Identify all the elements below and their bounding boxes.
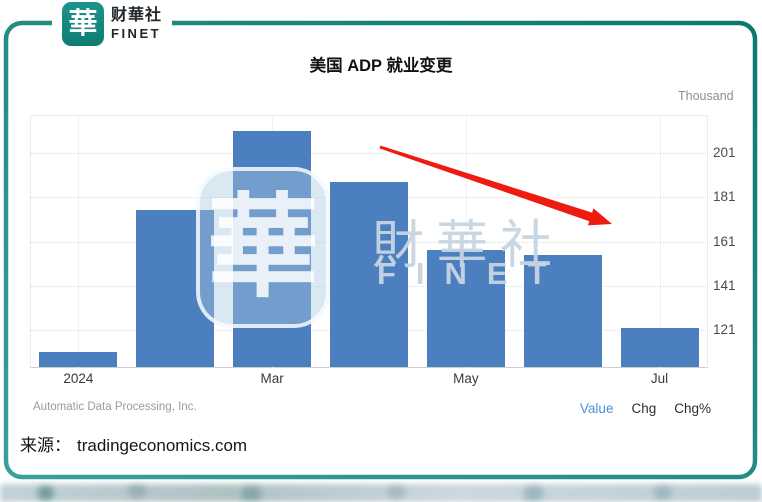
y-axis-tick-label: 141 [713, 277, 736, 293]
brand-name-cn: 财華社 [111, 6, 163, 24]
y-axis-tick-label: 161 [713, 233, 736, 249]
brand-name-en: FINET [111, 25, 162, 41]
finet-logo-text: 财華社 FINET [111, 6, 163, 41]
x-axis-tick-label: Jul [650, 371, 669, 386]
y-axis-tick-label: 201 [713, 144, 736, 160]
tab-value[interactable]: Value [579, 401, 614, 416]
watermark-text-en: FINET [377, 256, 567, 291]
source-label: 来源： [20, 436, 71, 455]
finet-logo-icon: 華 [62, 2, 104, 46]
chart-title: 美国 ADP 就业变更 [309, 57, 453, 75]
bar[interactable] [620, 328, 699, 367]
x-axis-tick-label: Mar [260, 371, 284, 386]
finet-logo: 華 财華社 FINET [52, 0, 173, 48]
x-axis-tick-label: 2024 [63, 371, 94, 386]
gridline-horizontal [30, 152, 708, 154]
source-attribution: 来源： tradingeconomics.com [20, 431, 247, 456]
blurred-background-strip [0, 484, 762, 502]
watermark-logo-glyph: 華 [207, 184, 319, 310]
tab-chg-pct[interactable]: Chg% [674, 401, 711, 416]
bar[interactable] [39, 352, 118, 367]
x-axis-tick-label: May [453, 371, 479, 386]
tab-chg[interactable]: Chg [631, 401, 657, 416]
watermark-logo-icon: 華 [196, 167, 330, 328]
y-axis-unit-label: Thousand [678, 89, 734, 103]
gridline-vertical [78, 115, 80, 368]
data-source-note: Automatic Data Processing, Inc. [33, 401, 197, 413]
y-axis-tick-label: 181 [713, 189, 736, 205]
y-axis-tick-label: 121 [713, 322, 736, 338]
finet-logo-glyph: 華 [68, 7, 98, 40]
source-link[interactable]: tradingeconomics.com [77, 436, 248, 455]
chart-mode-tabs: Value Chg Chg% [580, 401, 711, 416]
